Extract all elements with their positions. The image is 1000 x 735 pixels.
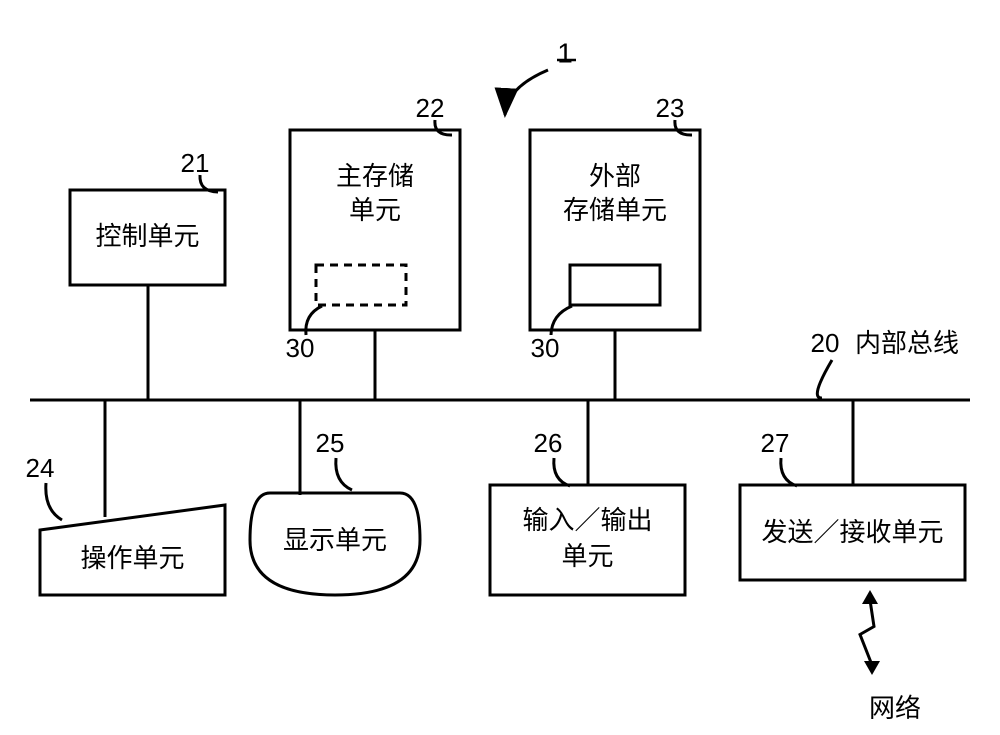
main-memory-number: 22 [416, 93, 445, 123]
network-arrow-down-icon [864, 661, 880, 675]
io-unit-number: 26 [534, 428, 563, 458]
external-memory-label-1: 外部 [589, 161, 641, 191]
io-unit-leader [554, 458, 570, 486]
external-memory-inner-box [570, 265, 660, 305]
external-memory-label-2: 存储单元 [563, 195, 667, 225]
control-unit-label: 控制单元 [95, 221, 199, 251]
trx-unit-label: 发送／接收单元 [761, 517, 943, 547]
operation-unit-label: 操作单元 [80, 543, 184, 573]
io-unit-label-2: 单元 [561, 541, 613, 571]
main-memory-label-1: 主存储 [336, 161, 414, 191]
main-memory-label-2: 单元 [349, 195, 401, 225]
system-arrow [505, 70, 548, 115]
main-memory-inner-number: 30 [286, 333, 315, 363]
operation-unit-leader [46, 483, 62, 520]
operation-unit-number: 24 [26, 453, 55, 483]
external-memory-number: 23 [656, 93, 685, 123]
external-memory-inner-number: 30 [531, 333, 560, 363]
bus-label: 内部总线 [855, 328, 959, 358]
control-unit-number: 21 [181, 148, 210, 178]
network-label: 网络 [869, 693, 921, 723]
display-unit-label: 显示单元 [283, 525, 387, 555]
display-unit-leader [336, 458, 352, 490]
display-unit-number: 25 [316, 428, 345, 458]
trx-unit-leader [781, 458, 797, 486]
io-unit-label-1: 输入／输出 [522, 505, 652, 535]
bus-leader [817, 360, 832, 398]
network-bolt-icon [860, 600, 874, 665]
bus-number: 20 [811, 328, 840, 358]
system-number: 1 [557, 37, 573, 68]
trx-unit-number: 27 [761, 428, 790, 458]
